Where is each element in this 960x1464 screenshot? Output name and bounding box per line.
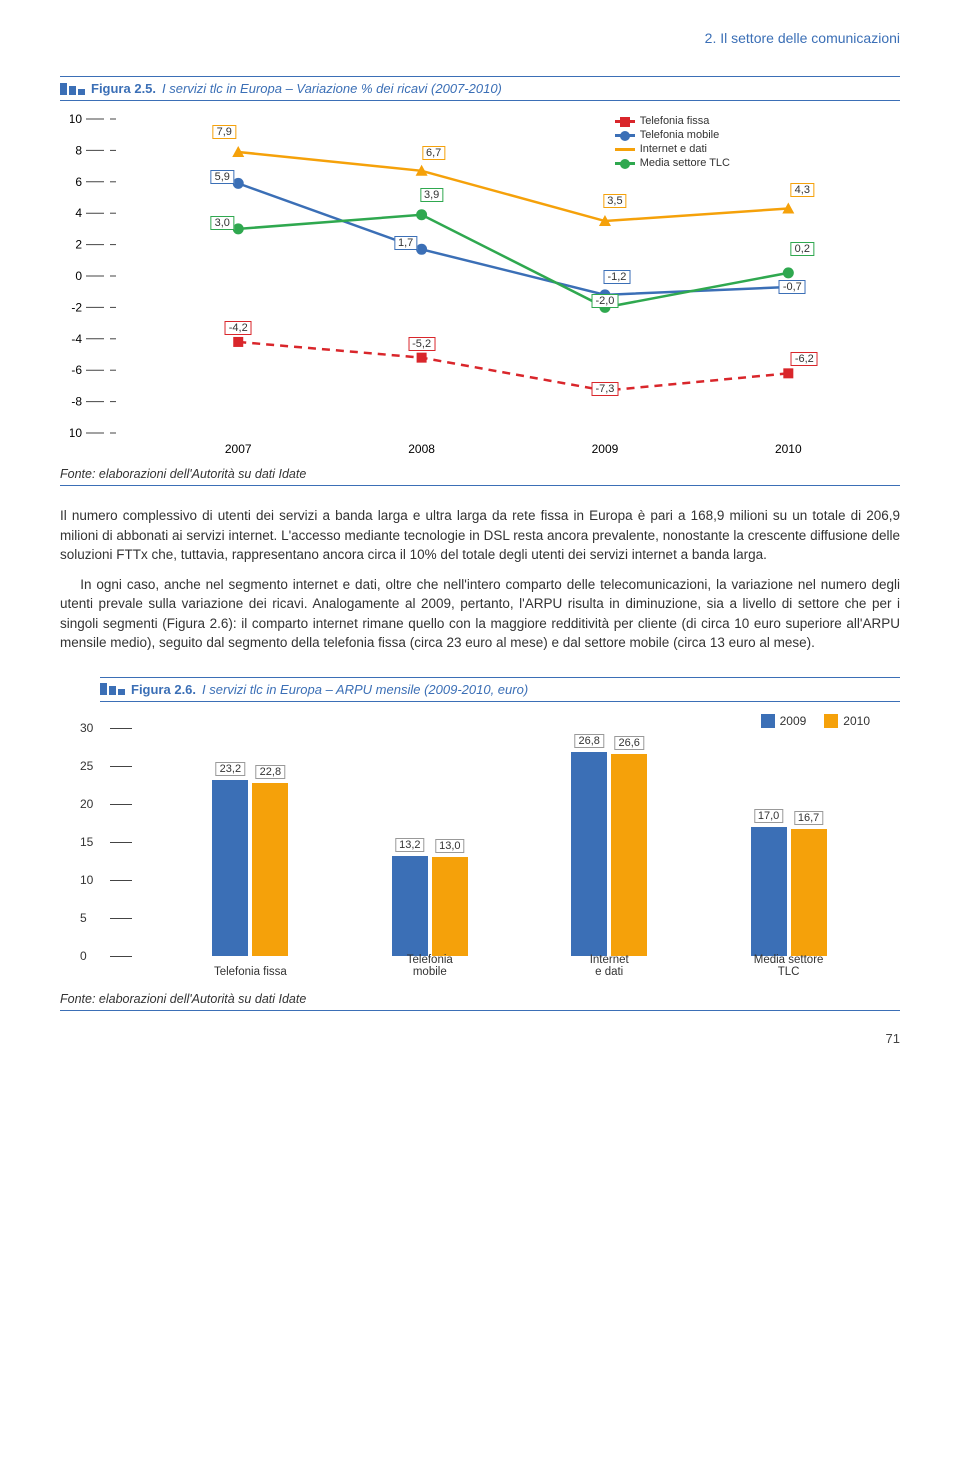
svg-text:8: 8 (75, 143, 82, 157)
category-label: Internete dati (549, 954, 669, 978)
gridline (110, 880, 132, 881)
data-label: 3,9 (420, 188, 443, 202)
bar-value-label: 13,0 (435, 839, 464, 853)
figure-source: Fonte: elaborazioni dell'Autorità su dat… (60, 467, 900, 486)
data-label: 1,7 (394, 236, 417, 250)
bar-group: 26,826,6 (564, 752, 654, 956)
figure-source-2: Fonte: elaborazioni dell'Autorità su dat… (60, 992, 900, 1011)
bar-group: 23,222,8 (205, 780, 295, 956)
svg-text:2: 2 (75, 238, 82, 252)
legend-item: Internet e dati (615, 143, 730, 155)
svg-text:2009: 2009 (592, 442, 619, 456)
svg-text:2007: 2007 (225, 442, 252, 456)
data-label: 3,5 (603, 194, 626, 208)
bar: 26,6 (611, 754, 647, 956)
bar: 23,2 (212, 780, 248, 956)
data-label: -5,2 (408, 337, 435, 351)
data-label: 0,2 (791, 242, 814, 256)
bar-value-label: 23,2 (216, 762, 245, 776)
section-header: 2. Il settore delle comunicazioni (60, 30, 900, 46)
y-tick-label: 25 (80, 759, 93, 773)
y-tick-label: 30 (80, 721, 93, 735)
bar: 13,0 (432, 857, 468, 956)
category-label: Telefoniamobile (370, 954, 490, 978)
figure-2-5-title: Figura 2.5. I servizi tlc in Europa – Va… (60, 76, 900, 101)
figure-icon (100, 683, 125, 695)
svg-text:10: 10 (70, 112, 82, 126)
svg-text:6: 6 (75, 175, 82, 189)
svg-text:-8: -8 (71, 395, 82, 409)
data-label: 3,0 (211, 216, 234, 230)
data-label: -0,7 (779, 280, 806, 294)
legend-item: Telefonia fissa (615, 115, 730, 127)
y-tick-label: 15 (80, 835, 93, 849)
data-label: -6,2 (791, 352, 818, 366)
data-label: -2,0 (591, 294, 618, 308)
data-label: -1,2 (603, 270, 630, 284)
gridline (110, 842, 132, 843)
bar: 17,0 (751, 827, 787, 956)
bar-legend: 2009 2010 (761, 714, 870, 728)
svg-text:-6: -6 (71, 363, 82, 377)
bar-value-label: 26,8 (574, 734, 603, 748)
data-label: 4,3 (791, 183, 814, 197)
svg-text:-10: -10 (70, 426, 82, 440)
data-label: 7,9 (213, 125, 236, 139)
bar-group: 13,213,0 (385, 856, 475, 956)
bar-chart-2-6: 2009201005101520253023,222,8Telefonia fi… (70, 714, 890, 984)
bar-value-label: 16,7 (794, 811, 823, 825)
gridline (110, 956, 132, 957)
bar-value-label: 26,6 (614, 736, 643, 750)
gridline (110, 728, 132, 729)
svg-text:2010: 2010 (775, 442, 802, 456)
svg-text:2008: 2008 (408, 442, 435, 456)
svg-text:4: 4 (75, 206, 82, 220)
figure-icon (60, 83, 85, 95)
gridline (110, 766, 132, 767)
svg-text:-2: -2 (71, 300, 82, 314)
paragraph-2: In ogni caso, anche nel segmento interne… (60, 575, 900, 653)
svg-text:0: 0 (75, 269, 82, 283)
legend-item: 2009 (761, 714, 807, 728)
bar-value-label: 17,0 (754, 809, 783, 823)
chart-legend: Telefonia fissa Telefonia mobile Internet … (615, 115, 730, 171)
category-label: Media settoreTLC (729, 954, 849, 978)
bar: 13,2 (392, 856, 428, 956)
bar-group: 17,016,7 (744, 827, 834, 956)
page-number: 71 (60, 1031, 900, 1046)
figure-label: Figura 2.6. (131, 682, 196, 697)
bar: 16,7 (791, 829, 827, 956)
y-tick-label: 5 (80, 911, 87, 925)
y-tick-label: 20 (80, 797, 93, 811)
data-label: 5,9 (211, 170, 234, 184)
figure-label: Figura 2.5. (91, 81, 156, 96)
gridline (110, 804, 132, 805)
data-label: -7,3 (591, 382, 618, 396)
legend-item: 2010 (824, 714, 870, 728)
gridline (110, 918, 132, 919)
legend-item: Telefonia mobile (615, 129, 730, 141)
line-chart-2-5: -10 -8 -6 -4 -2 0 2 4 6 8 10 2007 2008 2009 2010 -4,2 -5… (70, 111, 890, 461)
data-label: -4,2 (225, 321, 252, 335)
figure-desc: I servizi tlc in Europa – Variazione % d… (162, 81, 502, 96)
svg-text:-4: -4 (71, 332, 82, 346)
y-tick-label: 10 (80, 873, 93, 887)
data-label: 6,7 (422, 146, 445, 160)
category-label: Telefonia fissa (190, 966, 310, 978)
y-tick-label: 0 (80, 949, 87, 963)
bar-value-label: 13,2 (395, 838, 424, 852)
bar: 26,8 (571, 752, 607, 956)
bar-value-label: 22,8 (256, 765, 285, 779)
legend-item: Media settore TLC (615, 157, 730, 169)
bar: 22,8 (252, 783, 288, 956)
paragraph-1: Il numero complessivo di utenti dei serv… (60, 506, 900, 565)
figure-2-6-title: Figura 2.6. I servizi tlc in Europa – AR… (100, 677, 900, 702)
figure-desc: I servizi tlc in Europa – ARPU mensile (… (202, 682, 528, 697)
